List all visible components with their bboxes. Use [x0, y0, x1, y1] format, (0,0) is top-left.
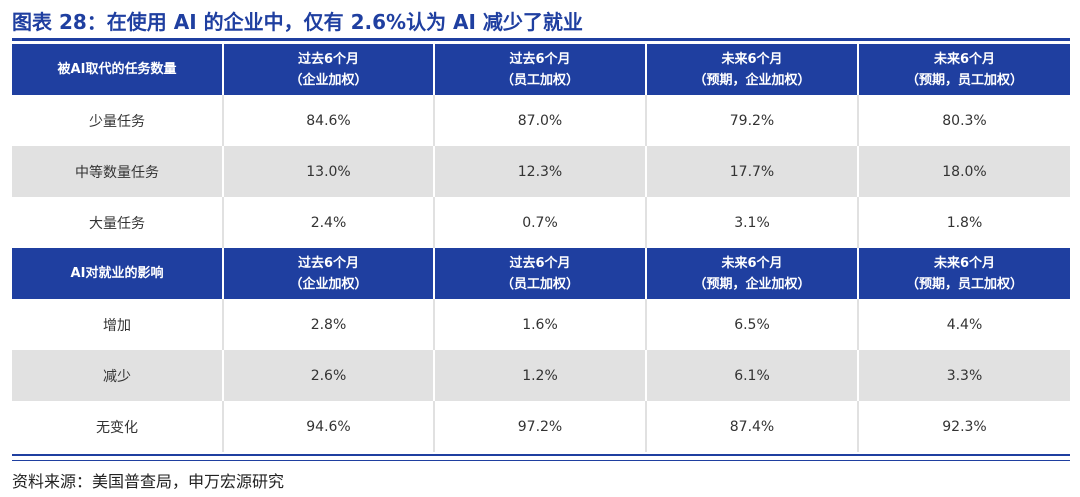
table-row: 减少 2.6% 1.2% 6.1% 3.3%: [12, 350, 1070, 401]
table-cell: 13.0%: [222, 146, 434, 197]
section-header-tasks: 被AI取代的任务数量 过去6个月 （企业加权） 过去6个月 （员工加权） 未来6个月…: [12, 44, 1070, 95]
header-line: 过去6个月: [297, 51, 360, 67]
table-row: 大量任务 2.4% 0.7% 3.1% 1.8%: [12, 197, 1070, 248]
section-header-employment: AI对就业的影响 过去6个月 （企业加权） 过去6个月 （员工加权） 未来6个月 （预…: [12, 248, 1070, 299]
table-cell: 2.8%: [222, 299, 434, 350]
row-label: 减少: [103, 368, 131, 385]
footer-divider: [12, 454, 1070, 456]
header-line: （员工加权）: [500, 276, 579, 292]
header-line: （预期，企业加权）: [693, 276, 811, 292]
header-col-3: 未来6个月 （预期，企业加权）: [645, 44, 858, 95]
table-cell: 79.2%: [645, 95, 858, 146]
table-cell: 84.6%: [222, 95, 434, 146]
table-cell: 94.6%: [222, 401, 434, 452]
header-line: （预期，企业加权）: [693, 72, 811, 88]
table-cell: 2.4%: [222, 197, 434, 248]
header-line: 未来6个月: [933, 51, 996, 67]
table-row: 无变化 94.6% 97.2% 87.4% 92.3%: [12, 401, 1070, 452]
data-table: 被AI取代的任务数量 过去6个月 （企业加权） 过去6个月 （员工加权） 未来6个月…: [12, 44, 1070, 452]
header-label: AI对就业的影响: [70, 266, 164, 281]
table-cell: 6.1%: [645, 350, 858, 401]
header-label: 被AI取代的任务数量: [57, 62, 177, 77]
header-line: （预期，员工加权）: [905, 276, 1023, 292]
header-col-4: 未来6个月 （预期，员工加权）: [857, 44, 1070, 95]
title-divider: [12, 38, 1070, 41]
footer-divider-thin: [12, 460, 1070, 461]
header-line: 过去6个月: [297, 255, 360, 271]
table-cell: 87.4%: [645, 401, 858, 452]
row-label: 增加: [103, 317, 131, 334]
row-label: 少量任务: [89, 113, 145, 130]
table-row: 少量任务 84.6% 87.0% 79.2% 80.3%: [12, 95, 1070, 146]
table-cell: 4.4%: [857, 299, 1070, 350]
header-line: （员工加权）: [500, 72, 579, 88]
table-cell: 87.0%: [433, 95, 646, 146]
table-cell: 92.3%: [857, 401, 1070, 452]
table-row: 中等数量任务 13.0% 12.3% 17.7% 18.0%: [12, 146, 1070, 197]
header-col-1: 过去6个月 （企业加权）: [222, 44, 434, 95]
table-cell: 0.7%: [433, 197, 646, 248]
header-line: 过去6个月: [509, 51, 571, 67]
header-col-1: 过去6个月 （企业加权）: [222, 248, 434, 299]
header-line: （企业加权）: [289, 276, 368, 292]
header-line: 未来6个月: [721, 51, 783, 67]
table-cell: 6.5%: [645, 299, 858, 350]
table-cell: 3.1%: [645, 197, 858, 248]
figure-title: 图表 28：在使用 AI 的企业中，仅有 2.6%认为 AI 减少了就业: [12, 10, 583, 34]
header-line: 未来6个月: [721, 255, 783, 271]
header-line: 过去6个月: [509, 255, 571, 271]
header-col-2: 过去6个月 （员工加权）: [433, 44, 646, 95]
table-cell: 2.6%: [222, 350, 434, 401]
table-cell: 97.2%: [433, 401, 646, 452]
header-col-2: 过去6个月 （员工加权）: [433, 248, 646, 299]
row-label: 无变化: [96, 419, 138, 436]
table-row: 增加 2.8% 1.6% 6.5% 4.4%: [12, 299, 1070, 350]
table-cell: 3.3%: [857, 350, 1070, 401]
source-note: 资料来源：美国普查局，申万宏源研究: [12, 472, 285, 491]
table-cell: 1.6%: [433, 299, 646, 350]
table-cell: 80.3%: [857, 95, 1070, 146]
header-line: （企业加权）: [289, 72, 368, 88]
header-col-4: 未来6个月 （预期，员工加权）: [857, 248, 1070, 299]
header-line: （预期，员工加权）: [905, 72, 1023, 88]
table-cell: 1.2%: [433, 350, 646, 401]
header-line: 未来6个月: [933, 255, 996, 271]
row-label: 大量任务: [89, 215, 145, 232]
table-cell: 18.0%: [857, 146, 1070, 197]
header-col-3: 未来6个月 （预期，企业加权）: [645, 248, 858, 299]
table-cell: 1.8%: [857, 197, 1070, 248]
table-cell: 12.3%: [433, 146, 646, 197]
row-label: 中等数量任务: [75, 164, 159, 181]
table-cell: 17.7%: [645, 146, 858, 197]
